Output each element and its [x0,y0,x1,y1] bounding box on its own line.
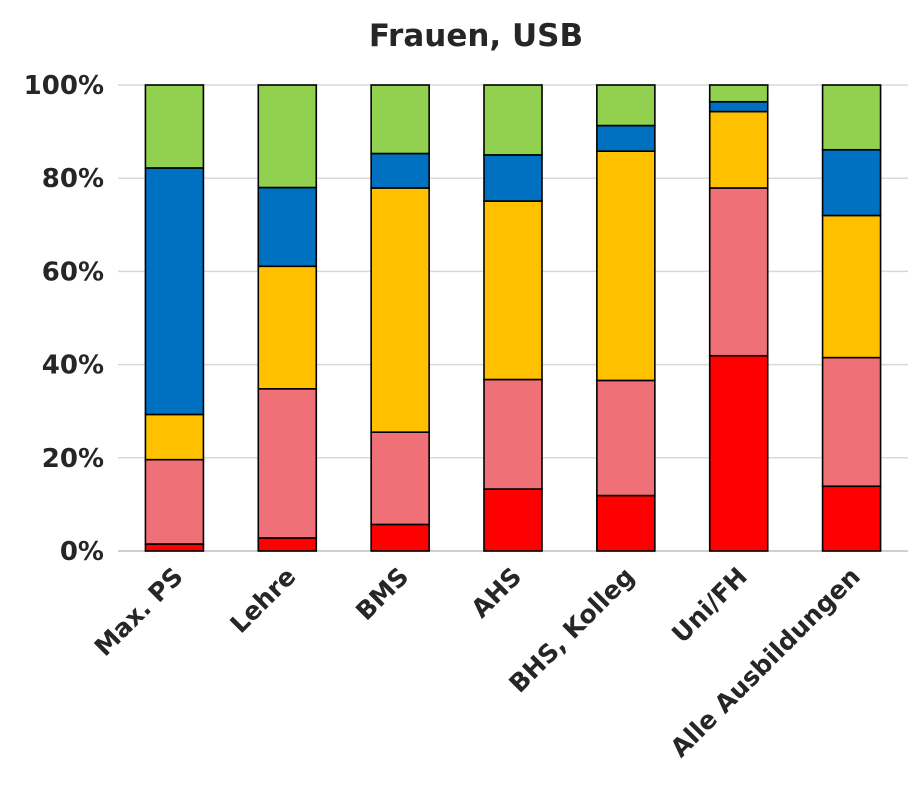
bar-stack [596,84,656,552]
bar-segment-4 [708,100,769,113]
x-tick-label: Max. PS [89,562,189,662]
x-tick-label: Alle Ausbildungen [665,562,866,763]
bar-segment-3 [144,413,205,461]
bars [144,84,882,552]
bar-segment-2 [144,458,205,545]
bar-segment-4 [144,167,205,416]
bar-segment-4 [821,148,882,217]
y-tick-label: 100% [24,71,104,101]
y-tick-label: 60% [42,257,104,287]
bar-segment-1 [821,485,882,552]
bar-segment-3 [483,200,543,381]
y-tick-label: 20% [42,444,104,474]
bar-stack [708,84,769,552]
bar-segment-4 [483,154,543,202]
bar-segment-1 [708,354,769,552]
bar-segment-2 [821,356,882,488]
x-tick-label: BMS [350,562,414,626]
bar-segment-1 [370,523,430,552]
bar-segment-3 [708,110,769,189]
bar-stack [483,84,543,552]
bar-segment-5 [370,84,430,155]
x-tick-label: Lehre [224,562,301,639]
bar-segment-5 [596,84,656,127]
bar-segment-4 [370,152,430,189]
bar-segment-5 [708,84,769,103]
bar-segment-5 [483,84,543,156]
bar-segment-3 [821,214,882,359]
bar-segment-3 [257,265,318,390]
bar-stack [821,84,882,552]
bar-segment-2 [483,378,543,490]
bar-stack [257,84,318,552]
y-tick-label: 0% [60,537,104,567]
bar-segment-4 [257,186,318,268]
bar-segment-5 [257,84,318,189]
x-tick-label: Uni/FH [666,562,753,649]
bar-segment-2 [596,379,656,497]
x-tick-label: AHS [466,562,528,624]
bar-segment-2 [708,187,769,357]
bar-segment-1 [144,543,205,552]
bar-segment-1 [257,537,318,552]
chart-title: Frauen, USB [369,18,583,54]
y-tick-label: 40% [42,351,104,381]
bar-segment-2 [257,388,318,539]
bar-stack [144,84,205,552]
bar-segment-5 [144,84,205,169]
bar-segment-3 [370,187,430,433]
bar-segment-1 [596,494,656,552]
bar-segment-5 [821,84,882,151]
y-tick-label: 80% [42,164,104,194]
bar-segment-3 [596,150,656,382]
y-axis-ticks: 0% 20% 40% 60% 80% 100% [24,71,104,567]
bar-stack [370,84,430,552]
bar-segment-1 [483,488,543,552]
bar-segment-4 [596,124,656,152]
bar-segment-2 [370,431,430,526]
